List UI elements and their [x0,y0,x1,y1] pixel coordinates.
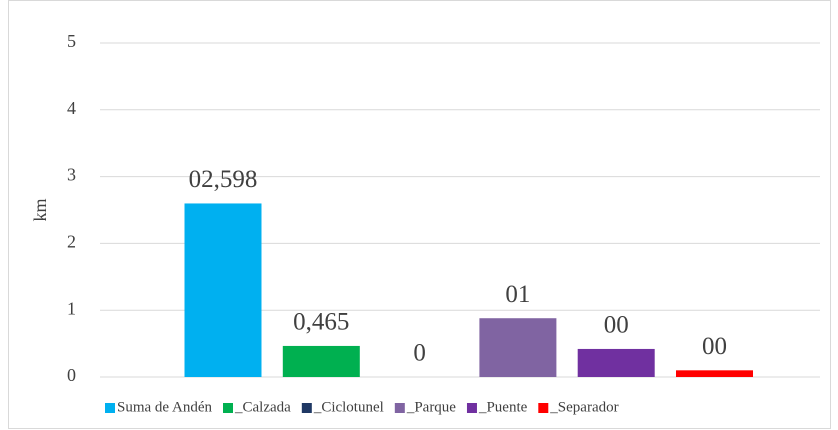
legend-label: _Ciclotunel [313,399,384,415]
data-label: 00 [604,312,629,339]
bar [676,370,753,377]
chart-frame [8,0,831,429]
legend-swatch [301,403,312,413]
data-label: 00 [702,333,727,360]
y-tick-label: 1 [67,298,76,318]
legend-swatch [466,403,477,413]
legend-label: _Separador [549,399,618,415]
legend-label: _Calzada [234,399,291,415]
legend-swatch [105,403,115,413]
y-tick-label: 0 [67,365,76,385]
data-label: 01 [505,281,530,308]
data-label: 0,465 [293,309,349,336]
legend-label: _Parque [406,399,456,415]
y-tick-label: 5 [67,31,76,51]
y-tick-label: 3 [67,165,76,185]
bar [282,345,360,377]
y-tick-label: 4 [67,98,76,118]
legend-swatch [394,403,405,413]
data-label: 02,598 [189,166,258,193]
bar [184,203,262,377]
bar [479,318,557,377]
bar [577,348,655,377]
legend-label: Suma de Andén [117,399,212,415]
legend-swatch [538,403,549,413]
legend-label: _Puente [478,399,528,415]
y-axis-label: km [30,198,50,221]
y-tick-label: 2 [67,232,76,252]
data-label: 0 [413,340,426,367]
legend-swatch [223,403,233,413]
